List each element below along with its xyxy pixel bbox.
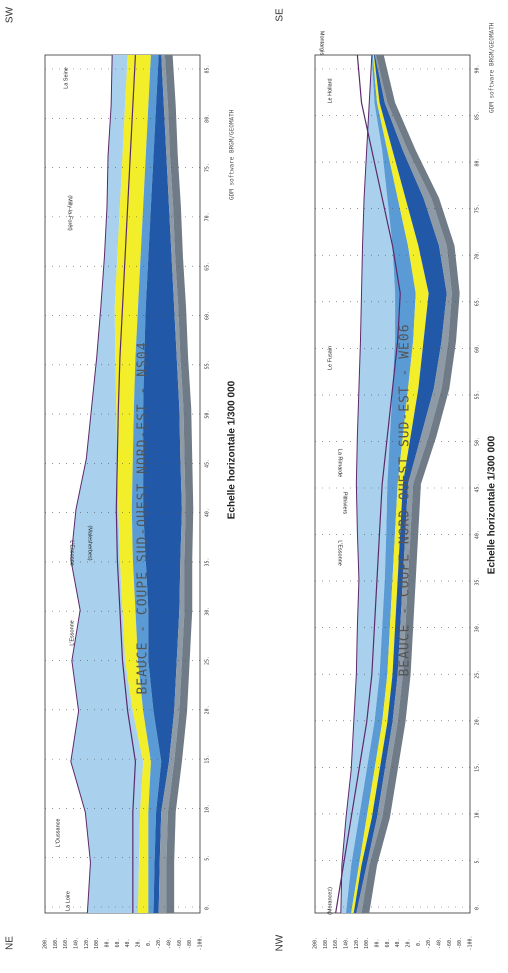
elevation-tick-label: -20. [426,937,432,949]
distance-tick-label: 15. [475,763,481,772]
distance-tick-label: 90. [475,64,481,73]
elevation-tick-label: -100. [198,935,204,950]
place-label: La Seine [63,67,69,89]
distance-tick-label: 50. [475,437,481,446]
distance-tick-label: 10. [205,804,211,813]
distance-tick-label: 20. [205,705,211,714]
elevation-tick-label: -60. [447,937,453,949]
place-label: (Milly-la-Forêt) [67,195,73,231]
distance-tick-label: 45. [205,459,211,468]
elevation-tick-label: 160. [333,937,339,949]
orientation-end: SE [275,8,286,22]
distance-tick-label: 35. [205,557,211,566]
distance-tick-label: 5. [205,855,211,861]
software-credit: GDM software BRGM/GEOMATH [229,109,236,200]
place-label: Pithiviers [342,492,348,515]
distance-tick-label: 30. [475,623,481,632]
elevation-tick-label: 100. [94,937,100,949]
elevation-tick-label: -100. [468,935,474,950]
section-title: BEAUCE - COUPE NORD-OUEST SUD-EST - WE06 [398,323,413,676]
elevation-tick-label: 120. [84,937,90,949]
distance-tick-label: 60. [205,311,211,320]
elevation-tick-label: -40. [167,937,173,949]
distance-tick-label: 0. [475,904,481,910]
distance-tick-label: 55. [205,360,211,369]
distance-tick-label: 70. [475,251,481,260]
place-label: L'Essonne [69,620,75,646]
orientation-start: NE [5,936,16,950]
distance-tick-label: 75. [475,204,481,213]
elevation-tick-label: -40. [437,937,443,949]
distance-tick-label: 40. [475,530,481,539]
distance-tick-label: 55. [475,390,481,399]
elevation-tick-label: 160. [63,937,69,949]
distance-tick-label: 85. [475,111,481,120]
distance-tick-label: 70. [205,212,211,221]
elevation-tick-label: -20. [156,937,162,949]
distance-tick-label: 40. [205,508,211,517]
place-label: L'Essonne [337,540,343,566]
elevation-tick-label: 60. [385,938,391,947]
elevation-tick-label: 180. [323,937,329,949]
distance-tick-label: 25. [475,670,481,679]
distance-tick-label: 65. [475,297,481,306]
place-label: La Rimarde [337,449,343,477]
distance-tick-label: 45. [475,483,481,492]
elevation-tick-label: -60. [177,937,183,949]
distance-tick-label: 15. [205,755,211,764]
elevation-tick-label: 200. [43,937,49,949]
place-label: (Morancez) [327,887,333,915]
figure: 200. 180. 160. 140. 120. 100. 80. 60. 40. 20. 0. -2… [0,0,508,973]
elevation-tick-label: 200. [313,937,319,949]
distance-tick-label: 0. [205,904,211,910]
elevation-tick-label: 40. [125,938,131,947]
elevation-tick-label: 40. [395,938,401,947]
page: 200. 180. 160. 140. 120. 100. 80. 60. 40. 20. 0. -2… [0,0,508,973]
place-label: (Malesherbes) [87,525,93,560]
elevation-tick-label: 0. [416,940,422,946]
software-credit: GDM software BRGM/GEOMATH [489,22,496,113]
horizontal-scale: Echelle horizontale 1/300 000 [487,435,498,574]
elevation-tick-label: 180. [53,937,59,949]
place-label: La Loire [65,891,71,911]
elevation-tick-label: 20. [406,938,412,947]
distance-tick-label: 25. [205,656,211,665]
distance-tick-label: 10. [475,809,481,818]
distance-tick-label: 85. [205,64,211,73]
distance-tick-label: 20. [475,716,481,725]
orientation-end: SW [5,6,16,23]
elevation-tick-label: -80. [457,937,463,949]
elevation-tick-label: 60. [115,938,121,947]
horizontal-scale: Echelle horizontale 1/300 000 [227,380,238,519]
elevation-tick-label: 140. [74,937,80,949]
place-label: L'Essonne [69,540,75,566]
distance-tick-label: 75. [205,163,211,172]
place-label: Le Hollard [327,78,333,103]
elevation-tick-label: 140. [344,937,350,949]
elevation-tick-label: 20. [136,938,142,947]
elevation-tick-label: 80. [375,938,381,947]
distance-tick-label: 60. [475,344,481,353]
distance-tick-label: 5. [475,857,481,863]
place-label: Le Fusain [327,346,333,370]
distance-tick-label: 30. [205,607,211,616]
place-label: Montargis [319,31,325,55]
elevation-tick-label: 120. [354,937,360,949]
section-title: BEAUCE - COUPE SUD-OUEST NORD-EST - NS04 [136,341,151,694]
elevation-tick-label: 100. [364,937,370,949]
distance-tick-label: 35. [475,577,481,586]
distance-tick-label: 80. [205,114,211,123]
elevation-tick-label: 0. [146,940,152,946]
distance-tick-label: 80. [475,158,481,167]
rotated-sheet: 200. 180. 160. 140. 120. 100. 80. 60. 40. 20. 0. -2… [5,6,498,951]
place-label: L'Oussance [55,819,61,848]
orientation-start: NW [275,934,286,951]
distance-tick-label: 50. [205,410,211,419]
distance-tick-label: 65. [205,262,211,271]
elevation-tick-label: -80. [187,937,193,949]
elevation-tick-label: 80. [105,938,111,947]
